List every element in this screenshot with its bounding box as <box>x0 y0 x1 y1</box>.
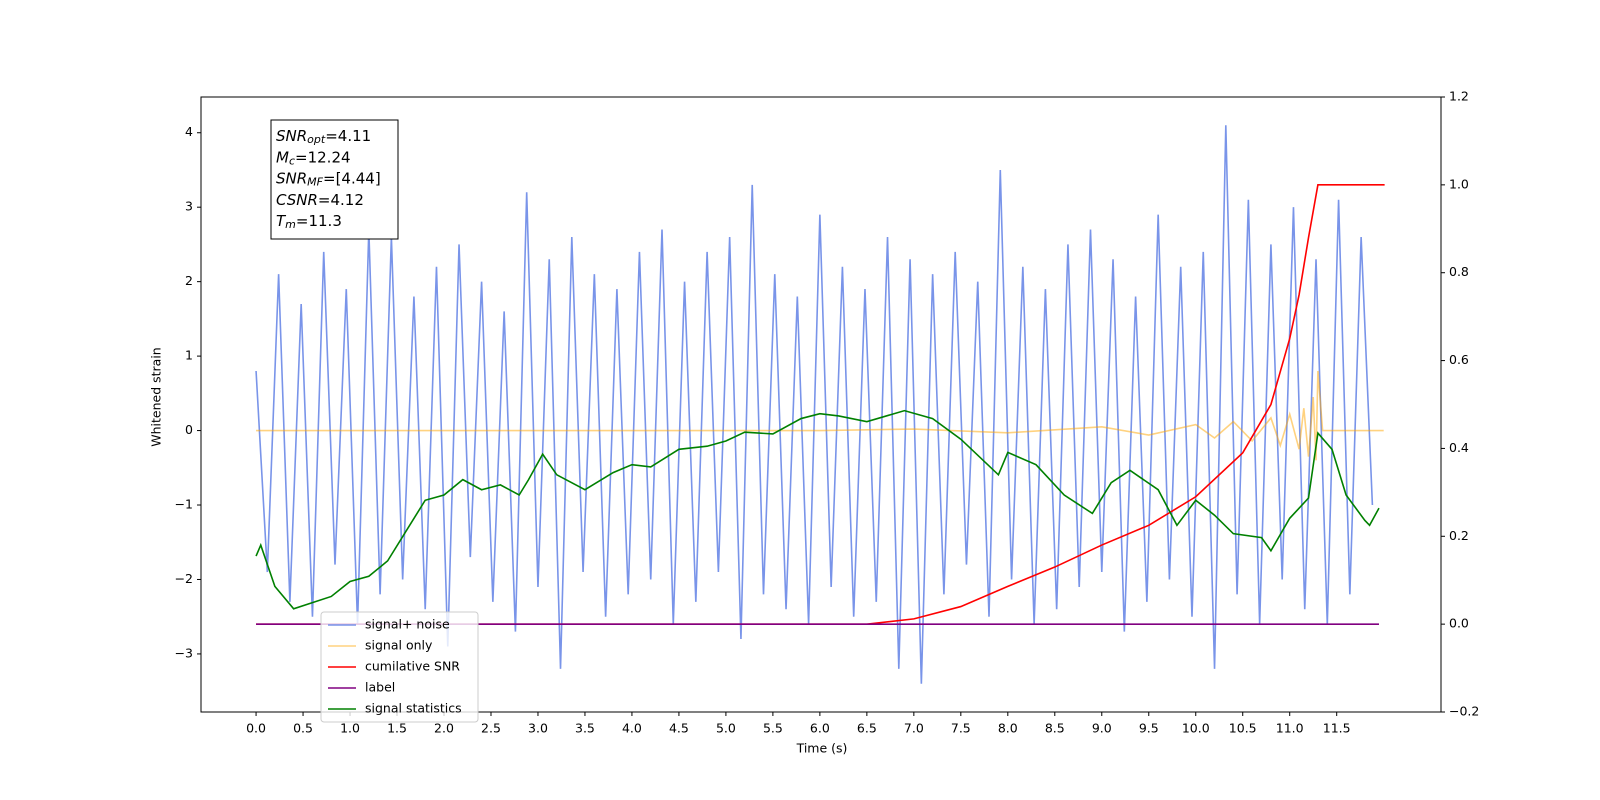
x-tick-label: 2.5 <box>481 721 501 736</box>
annotation-symbol: M <box>276 148 289 166</box>
legend-label: cumilative SNR <box>365 659 460 674</box>
x-tick-label: 10.0 <box>1182 721 1210 736</box>
y-tick-label: −3 <box>175 645 193 660</box>
x-tick-label: 1.0 <box>340 721 360 736</box>
x-tick-label: 8.0 <box>998 721 1018 736</box>
series-line <box>256 184 1385 625</box>
annotation-text: CSNR=4.12 <box>276 190 364 208</box>
annotation-frame <box>270 119 399 240</box>
y-tick-label: −2 <box>175 571 193 586</box>
y-axis-label: Whitened strain <box>149 347 164 446</box>
x-tick-label: 11.5 <box>1323 721 1351 736</box>
x-tick-label: 8.5 <box>1045 721 1065 736</box>
y-tick-label: 2 <box>185 273 193 288</box>
annotation-text: SNRMF=[4.44] <box>276 169 381 189</box>
annotation-symbol: SNR <box>276 127 307 145</box>
series-line <box>256 370 1384 461</box>
y-tick-label: 1 <box>185 348 193 363</box>
annotation-value: =12.24 <box>295 148 351 166</box>
legend-label: label <box>365 680 395 695</box>
annotation-subscript: opt <box>307 133 326 146</box>
x-tick-label: 6.0 <box>810 721 830 736</box>
annotation-value: =4.11 <box>325 127 371 145</box>
annotation-text: Tm=11.3 <box>276 212 342 232</box>
plot-frame <box>200 96 1442 713</box>
x-tick-label: 0.5 <box>293 721 313 736</box>
series-line <box>255 125 1374 684</box>
x-tick-label: 9.5 <box>1139 721 1159 736</box>
y2-tick-label: 0.8 <box>1449 264 1469 279</box>
legend-label: signal only <box>365 638 433 653</box>
x-tick-label: 11.0 <box>1276 721 1304 736</box>
y2-tick-label: 0.4 <box>1449 440 1469 455</box>
legend: signal+ noise signal only cumilative SNR la… <box>320 611 479 723</box>
y2-tick-label: 0.0 <box>1449 616 1469 631</box>
annotation-symbol: CSNR <box>276 190 318 208</box>
y-tick-label: 3 <box>185 199 193 214</box>
x-tick-label: 4.0 <box>622 721 642 736</box>
x-tick-label: 0.0 <box>246 721 266 736</box>
x-tick-label: 7.5 <box>951 721 971 736</box>
y2-tick-label: 0.6 <box>1449 352 1469 367</box>
legend-label: signal statistics <box>365 701 462 716</box>
x-tick-label: 3.5 <box>575 721 595 736</box>
y2-tick-label: 1.0 <box>1449 176 1469 191</box>
x-tick-label: 6.5 <box>857 721 877 736</box>
annotation-subscript: m <box>285 218 296 231</box>
x-axis-label: Time (s) <box>796 741 848 756</box>
x-tick-label: 1.5 <box>387 721 407 736</box>
x-tick-label: 3.0 <box>528 721 548 736</box>
legend-frame <box>320 611 479 723</box>
y2-tick-label: 0.2 <box>1449 528 1469 543</box>
series-line <box>255 409 1380 610</box>
annotation-symbol: T <box>276 212 287 230</box>
annotation-subscript: c <box>289 154 295 167</box>
annotation-text: SNRopt=4.11 <box>276 127 371 147</box>
annotation-value: =[4.44] <box>323 169 381 187</box>
y-tick-label: 4 <box>185 124 193 139</box>
y2-tick-label: −0.2 <box>1449 704 1479 719</box>
annotation-subscript: MF <box>307 176 323 189</box>
annotation-text: Mc=12.24 <box>276 148 351 168</box>
annotation-box: SNRopt=4.11Mc=12.24SNRMF=[4.44]CSNR=4.12… <box>270 119 399 240</box>
x-tick-label: 4.5 <box>669 721 689 736</box>
y-tick-label: 0 <box>185 422 193 437</box>
y2-tick-label: 1.2 <box>1449 89 1469 104</box>
x-tick-label: 2.0 <box>434 721 454 736</box>
annotation-value: =11.3 <box>296 212 342 230</box>
x-tick-label: 7.0 <box>904 721 924 736</box>
x-tick-label: 5.5 <box>763 721 783 736</box>
x-tick-label: 5.0 <box>716 721 736 736</box>
y-tick-label: −1 <box>175 497 193 512</box>
annotation-symbol: SNR <box>276 169 307 187</box>
legend-label: signal+ noise <box>365 617 450 632</box>
annotation-value: =4.12 <box>318 190 364 208</box>
x-tick-label: 9.0 <box>1092 721 1112 736</box>
x-tick-label: 10.5 <box>1229 721 1257 736</box>
